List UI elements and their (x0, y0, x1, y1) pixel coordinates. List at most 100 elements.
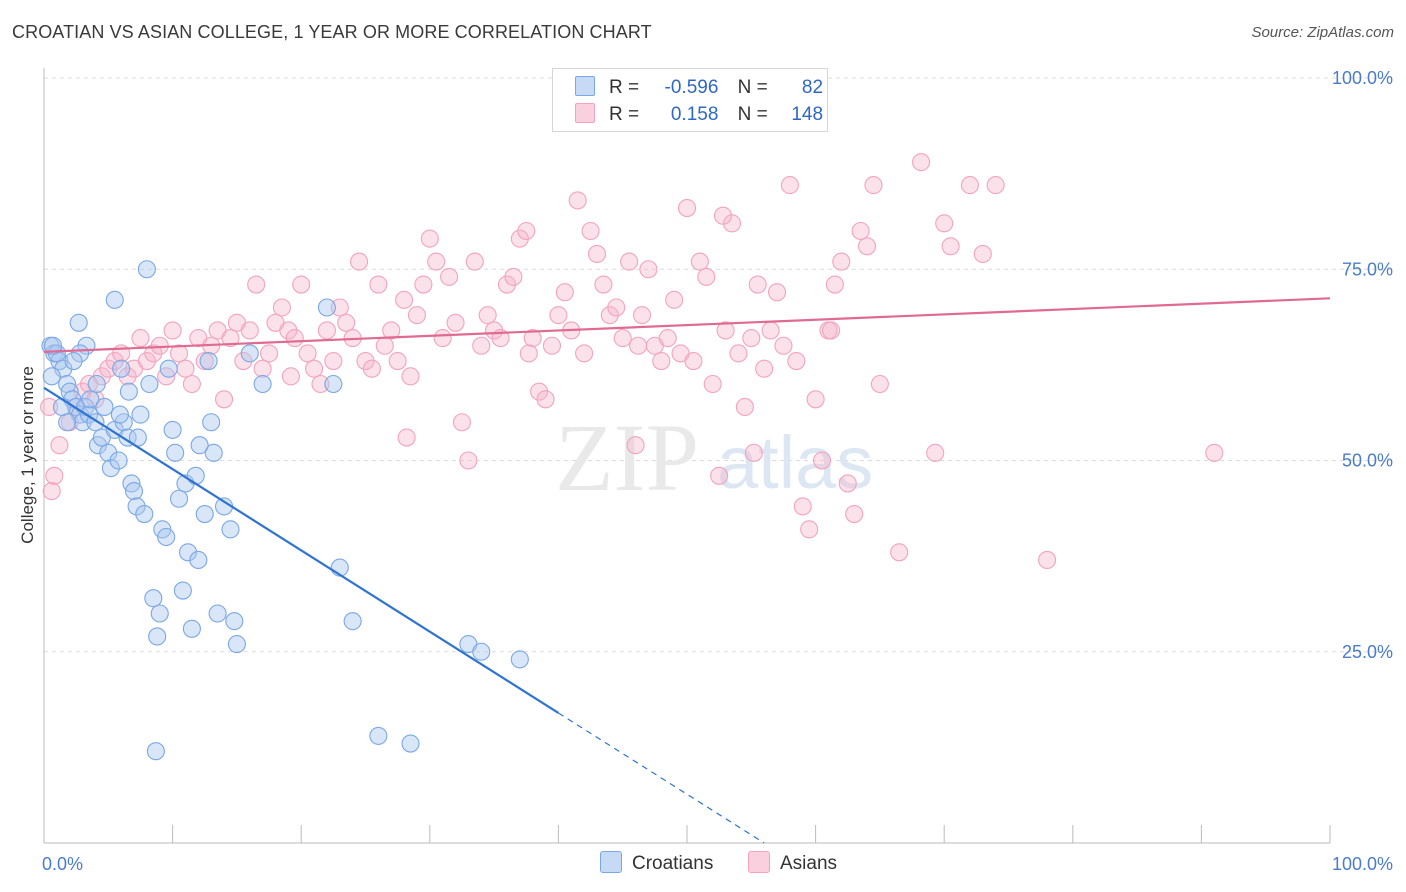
asians-point (253, 359, 272, 378)
asians-point (1205, 443, 1224, 462)
croatians-point (401, 734, 420, 753)
watermark-zip: ZIP (555, 404, 699, 511)
asians-point (485, 321, 504, 340)
asians-point (433, 329, 452, 348)
asians-point (163, 321, 182, 340)
croatians-point (195, 504, 214, 524)
croatians-point (42, 367, 61, 386)
asians-point (137, 351, 156, 371)
asians-point (870, 374, 889, 394)
asians-point (356, 351, 375, 371)
croatians-n-value: 82 (801, 77, 824, 98)
croatians-point (510, 650, 529, 669)
asians-point (857, 237, 877, 256)
legend-row-asians: R = 0.158 N = 148 (575, 103, 823, 127)
croatians-point (178, 543, 198, 562)
croatians-point (127, 497, 146, 516)
asians-point (182, 374, 201, 394)
asians-point (118, 367, 137, 386)
asians-point (530, 382, 549, 401)
asians-point (285, 329, 304, 348)
legend-item-croatians[interactable]: Croatians (600, 851, 713, 875)
asians-point (247, 275, 266, 294)
asians-point (395, 290, 414, 309)
y-tick-label: 75.0% (1342, 259, 1393, 279)
croatians-point (199, 351, 218, 371)
asians-point (864, 176, 883, 195)
asians-point (519, 344, 538, 363)
x-tick-label-min: 0.0% (42, 854, 83, 874)
asians-point (926, 443, 945, 462)
asians-point (665, 290, 684, 309)
y-tick-label: 25.0% (1342, 642, 1393, 662)
asians-legend-swatch (748, 851, 770, 873)
correlation-legend: R = -0.596 N = 82 R = 0.158 N = 148 (552, 68, 828, 132)
croatians-point (208, 604, 227, 623)
asians-point (677, 199, 697, 218)
axes (43, 68, 1331, 844)
asians-point (472, 336, 491, 355)
asians-point (42, 482, 61, 501)
asians-point (305, 359, 324, 378)
croatians-point (140, 374, 159, 394)
asians-point (639, 260, 658, 279)
asians-point (575, 344, 594, 363)
asians-point (99, 359, 118, 378)
asians-point (317, 321, 336, 340)
asians-point (684, 351, 703, 371)
croatians-point (225, 612, 244, 631)
croatians-n-label: N = (737, 77, 768, 98)
asians-point (234, 351, 253, 371)
asians-point (510, 229, 529, 248)
asians-point (504, 267, 523, 286)
asians-point (600, 306, 619, 325)
croatians-legend-swatch (600, 851, 622, 873)
asians-r-value: 0.158 (670, 104, 719, 125)
asians-point (613, 329, 632, 348)
asians-point (144, 344, 163, 363)
asians-point (240, 321, 259, 340)
asians-point (761, 321, 780, 340)
legend-item-asians[interactable]: Asians (748, 851, 837, 875)
asians-point (748, 275, 767, 294)
croatians-point (204, 443, 223, 462)
croatians-point (135, 504, 154, 524)
asians-point (845, 504, 864, 524)
asians-point (710, 466, 729, 485)
asians-point (350, 252, 369, 271)
asians-point (851, 221, 870, 241)
asians-trend-line (43, 297, 1331, 353)
croatians-point (150, 604, 169, 623)
asians-point (713, 206, 733, 225)
asians-point (912, 153, 931, 172)
croatians-point (69, 313, 88, 332)
asians-point (774, 336, 793, 355)
asians-point (195, 351, 214, 371)
croatians-point (253, 374, 272, 394)
croatians-point (101, 459, 120, 478)
asians-point (973, 244, 992, 263)
asians-r-label: R = (609, 104, 640, 125)
croatians-point (119, 382, 138, 401)
croatians-r-label: R = (609, 77, 640, 98)
croatians-point (157, 527, 176, 547)
croatians-point (118, 428, 137, 447)
asians-point (890, 543, 909, 562)
asians-point (581, 221, 600, 241)
asians-point (629, 336, 648, 355)
trend-lines (43, 297, 1331, 844)
asians-point (620, 252, 639, 271)
asians-point (632, 306, 652, 325)
croatians-point (73, 413, 92, 432)
asians-point (131, 329, 150, 348)
croatians-point (144, 589, 163, 608)
croatians-point (227, 635, 246, 654)
asians-point (658, 329, 677, 348)
croatians-legend-label: Croatians (632, 853, 714, 874)
croatians-point (343, 612, 362, 631)
asians-point (259, 344, 279, 363)
croatians-point (472, 642, 491, 661)
asians-point (478, 306, 497, 325)
asians-point (414, 275, 433, 294)
croatians-point (112, 359, 131, 378)
